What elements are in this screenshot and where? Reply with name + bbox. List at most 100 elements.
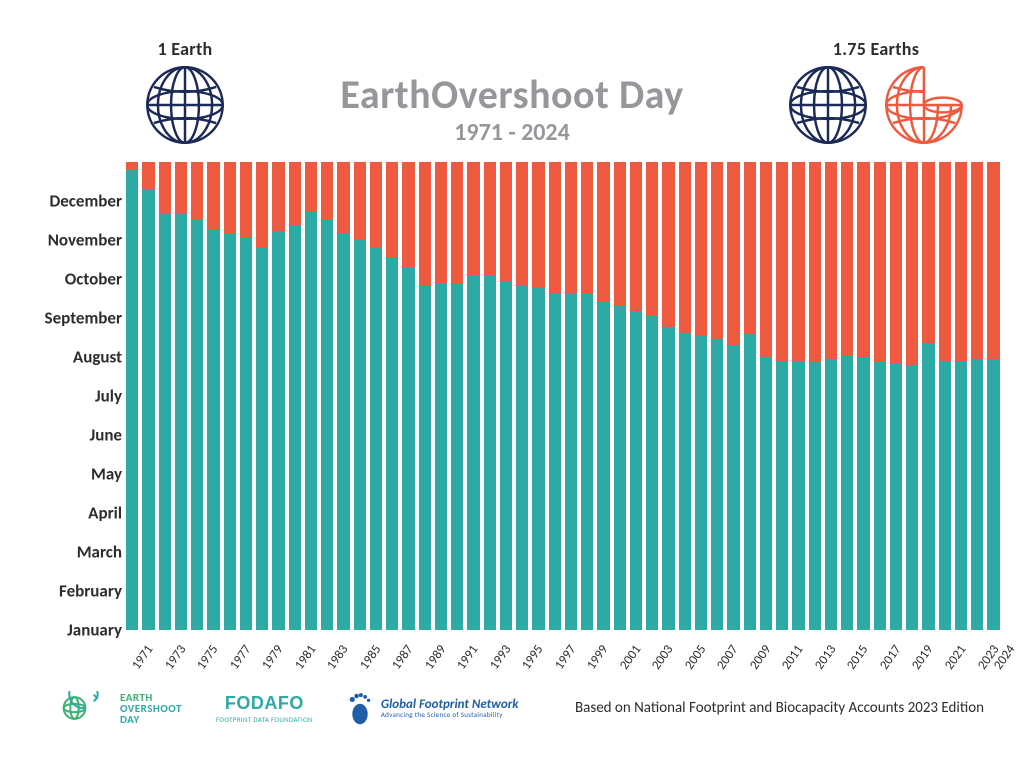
bar-year <box>419 162 431 630</box>
bar-year <box>776 162 788 630</box>
bar-over-segment <box>874 162 886 362</box>
bar-year <box>955 162 967 630</box>
y-axis-month: June <box>22 425 122 446</box>
x-axis-year: 1983 <box>324 642 351 672</box>
bar-under-segment <box>402 267 414 630</box>
bar-year <box>207 162 219 630</box>
bar-over-segment <box>159 162 171 213</box>
bar-under-segment <box>224 234 236 630</box>
bar-year <box>939 162 951 630</box>
bar-under-segment <box>272 231 284 630</box>
bar-year <box>386 162 398 630</box>
bar-year <box>922 162 934 630</box>
bar-year <box>841 162 853 630</box>
x-axis-year: 1997 <box>552 642 579 672</box>
bar-over-segment <box>516 162 528 285</box>
bar-over-segment <box>289 162 301 225</box>
bar-under-segment <box>451 284 463 630</box>
bar-over-segment <box>175 162 187 213</box>
bar-under-segment <box>922 343 934 630</box>
bar-year <box>825 162 837 630</box>
bar-year <box>662 162 674 630</box>
bar-year <box>809 162 821 630</box>
bar-under-segment <box>857 357 869 630</box>
bar-over-segment <box>549 162 561 293</box>
bar-over-segment <box>435 162 447 283</box>
one-earth-label: 1 Earth <box>125 38 245 60</box>
bar-over-segment <box>744 162 756 334</box>
bar-over-segment <box>614 162 626 306</box>
bar-over-segment <box>841 162 853 356</box>
bar-under-segment <box>646 316 658 630</box>
bar-under-segment <box>337 233 349 630</box>
x-axis-year: 1977 <box>227 642 254 672</box>
bar-year <box>727 162 739 630</box>
bar-year <box>142 162 154 630</box>
bar-under-segment <box>305 212 317 630</box>
bar-under-segment <box>760 357 772 630</box>
bar-under-segment <box>630 311 642 630</box>
x-axis-year: 2013 <box>812 642 839 672</box>
bar-over-segment <box>581 162 593 294</box>
bar-under-segment <box>354 240 366 630</box>
y-axis-month: October <box>22 269 122 290</box>
y-axis-month: February <box>22 581 122 602</box>
bar-over-segment <box>402 162 414 267</box>
logo2-tag: FOOTPRINT DATA FOUNDATION <box>216 715 313 724</box>
bar-over-segment <box>906 162 918 365</box>
y-axis-month: March <box>22 542 122 563</box>
bar-over-segment <box>809 162 821 362</box>
x-axis-year: 2017 <box>877 642 904 672</box>
footprint-icon <box>347 690 373 726</box>
bar-year <box>760 162 772 630</box>
bar-under-segment <box>159 213 171 630</box>
bar-under-segment <box>142 189 154 630</box>
bar-over-segment <box>500 162 512 281</box>
bar-year <box>500 162 512 630</box>
bar-year <box>711 162 723 630</box>
bar-year <box>484 162 496 630</box>
bar-over-segment <box>939 162 951 361</box>
bar-over-segment <box>370 162 382 248</box>
bar-over-segment <box>711 162 723 339</box>
bar-under-segment <box>419 286 431 630</box>
x-axis-year: 2001 <box>617 642 644 672</box>
bar-year <box>354 162 366 630</box>
bar-under-segment <box>435 283 447 630</box>
bar-over-segment <box>679 162 691 333</box>
bar-under-segment <box>874 362 886 630</box>
bar-year <box>272 162 284 630</box>
y-axis-month: April <box>22 503 122 524</box>
bar-year <box>646 162 658 630</box>
bar-under-segment <box>549 293 561 630</box>
logo-earth-overshoot-day: EARTH OVERSHOOT DAY <box>62 691 182 725</box>
bar-under-segment <box>386 258 398 630</box>
bar-over-segment <box>727 162 739 345</box>
bar-year <box>224 162 236 630</box>
bar-year <box>906 162 918 630</box>
x-axis-year: 1975 <box>194 642 221 672</box>
bar-year <box>467 162 479 630</box>
bar-year <box>402 162 414 630</box>
x-axis-year: 1987 <box>389 642 416 672</box>
x-axis-year: 1995 <box>519 642 546 672</box>
bar-under-segment <box>565 293 577 630</box>
bar-over-segment <box>484 162 496 275</box>
bar-over-segment <box>760 162 772 357</box>
logo-gfn: Global Footprint Network Advancing the S… <box>347 690 519 726</box>
bar-under-segment <box>955 361 967 630</box>
bar-under-segment <box>126 170 138 630</box>
bar-over-segment <box>354 162 366 240</box>
logo-fodafo: FODAFO FOOTPRINT DATA FOUNDATION <box>216 693 313 724</box>
bar-under-segment <box>679 333 691 630</box>
bar-year <box>597 162 609 630</box>
bar-over-segment <box>955 162 967 361</box>
bar-under-segment <box>532 288 544 630</box>
x-axis-year: 1989 <box>422 642 449 672</box>
bar-year <box>159 162 171 630</box>
bar-under-segment <box>841 356 853 630</box>
bar-under-segment <box>792 361 804 630</box>
bars-container <box>126 162 1000 630</box>
bar-under-segment <box>240 238 252 630</box>
x-axis-year: 1979 <box>259 642 286 672</box>
